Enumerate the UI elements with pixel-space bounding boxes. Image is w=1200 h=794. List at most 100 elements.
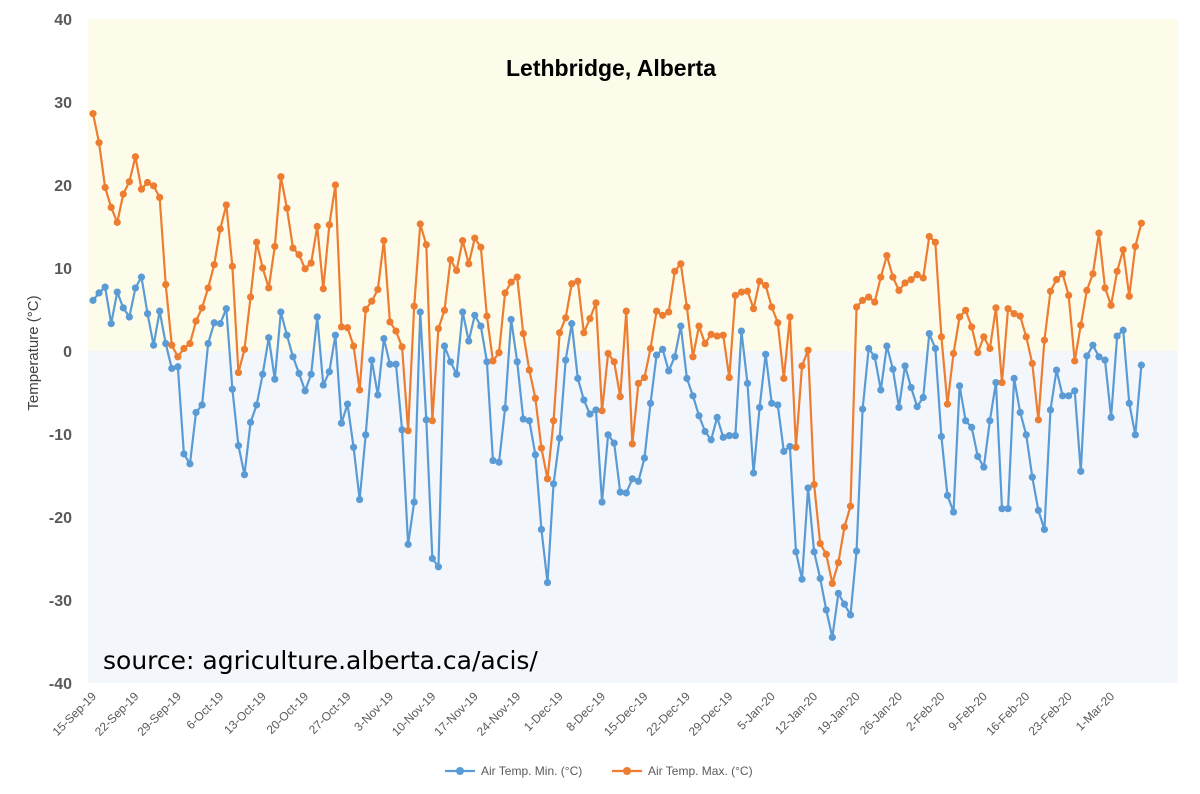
data-point: [622, 489, 630, 497]
data-point: [331, 181, 339, 189]
data-point: [737, 288, 746, 296]
data-point: [652, 351, 661, 359]
data-point: [313, 222, 321, 231]
data-point: [652, 307, 661, 315]
data-point: [1065, 291, 1073, 299]
data-point: [659, 345, 667, 353]
data-point: [210, 261, 218, 269]
data-point: [374, 285, 382, 294]
data-point: [459, 237, 467, 245]
data-point: [156, 193, 164, 202]
x-tick-label: 2-Feb-20: [903, 689, 948, 734]
data-point: [592, 406, 600, 414]
data-point: [865, 344, 873, 353]
data-point: [1028, 359, 1036, 368]
data-point: [1040, 525, 1049, 534]
data-point: [931, 238, 939, 246]
data-point: [719, 331, 727, 339]
data-point: [610, 439, 618, 447]
data-point: [877, 386, 885, 394]
data-point: [410, 498, 418, 506]
data-point: [695, 322, 703, 330]
x-tick-label: 6-Oct-19: [183, 689, 226, 732]
data-point: [1119, 326, 1127, 334]
data-point: [119, 190, 127, 198]
data-point: [1089, 270, 1097, 278]
data-point: [289, 353, 297, 361]
data-point: [907, 383, 915, 392]
data-point: [628, 475, 636, 483]
data-point: [822, 550, 830, 558]
data-point: [816, 539, 824, 548]
data-point: [774, 401, 782, 409]
data-point: [131, 153, 140, 161]
legend-label-min: Air Temp. Min. (°C): [481, 764, 582, 778]
x-tick-label: 12-Jan-20: [772, 689, 820, 737]
data-point: [246, 293, 255, 301]
data-point: [471, 234, 479, 242]
y-tick-label: -40: [49, 676, 72, 693]
data-point: [974, 452, 982, 461]
data-point: [834, 589, 842, 597]
data-point: [846, 611, 855, 619]
data-point: [1034, 416, 1042, 424]
data-point: [295, 369, 303, 378]
data-point: [646, 344, 655, 353]
data-point: [574, 277, 582, 285]
legend-item-min: Air Temp. Min. (°C): [445, 764, 582, 778]
data-point: [125, 313, 133, 321]
data-point: [604, 431, 612, 439]
data-point: [1071, 357, 1079, 365]
data-point: [343, 400, 352, 408]
data-point: [465, 260, 473, 268]
data-point: [265, 284, 273, 292]
data-point: [780, 374, 788, 382]
data-point: [519, 329, 527, 338]
data-point: [186, 460, 194, 468]
data-point: [1083, 286, 1091, 295]
data-point: [622, 307, 630, 315]
data-point: [1028, 473, 1036, 481]
data-point: [1059, 392, 1067, 400]
data-point: [986, 417, 994, 425]
data-point: [1052, 276, 1061, 284]
data-point: [562, 356, 570, 364]
data-point: [1113, 267, 1121, 275]
y-axis-ticks: 40 30 20 10 0 -10 -20 -30 -40: [49, 12, 72, 693]
data-point: [537, 444, 546, 452]
data-point: [519, 415, 527, 423]
data-point: [955, 313, 964, 321]
y-tick-label: 0: [63, 344, 72, 361]
data-point: [404, 427, 412, 435]
data-point: [852, 547, 861, 555]
data-point: [762, 350, 770, 358]
data-point: [374, 391, 382, 399]
data-point: [246, 418, 255, 426]
data-point: [840, 600, 849, 608]
data-point: [501, 289, 509, 297]
data-point: [743, 379, 752, 387]
data-point: [743, 287, 752, 295]
data-point: [889, 365, 897, 373]
x-tick-label: 29-Dec-19: [686, 689, 736, 739]
data-point: [386, 360, 394, 368]
data-point: [598, 407, 606, 415]
data-point: [1119, 246, 1127, 254]
data-point: [804, 484, 812, 492]
data-point: [628, 440, 636, 448]
data-point: [107, 320, 115, 328]
data-point: [883, 251, 891, 260]
data-point: [556, 329, 564, 337]
data-point: [198, 304, 206, 312]
data-point: [495, 349, 503, 357]
data-point: [204, 284, 212, 292]
data-point: [828, 579, 836, 588]
data-point: [234, 368, 243, 377]
data-point: [859, 296, 867, 304]
data-point: [253, 401, 261, 409]
data-point: [507, 315, 515, 324]
x-tick-label: 13-Oct-19: [221, 689, 269, 737]
data-point: [1083, 352, 1091, 360]
legend-item-max: Air Temp. Max. (°C): [612, 764, 753, 778]
